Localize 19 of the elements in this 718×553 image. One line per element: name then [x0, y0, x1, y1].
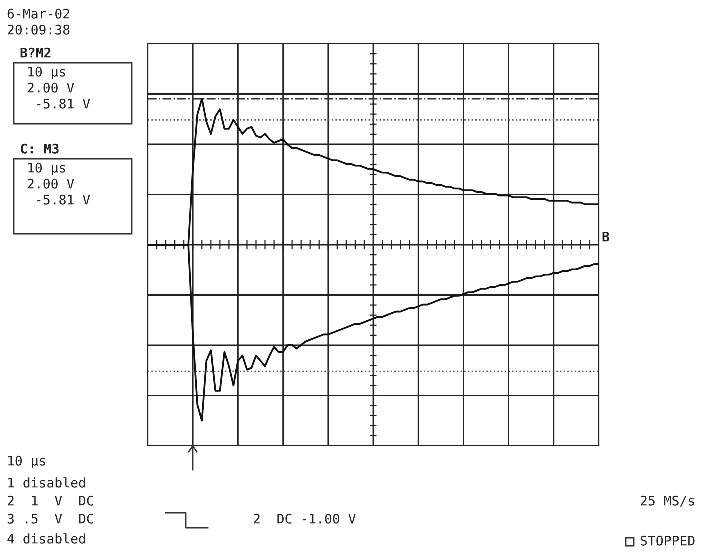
- text: B: [602, 232, 610, 242]
- text: 25 MS/s: [640, 496, 694, 507]
- text: 2 1 V DC: [8, 496, 94, 506]
- text: 1 disabled: [8, 478, 86, 488]
- text: C: M3: [20, 144, 59, 154]
- text: 3 .5 V DC: [8, 514, 94, 524]
- text: 10 μs: [28, 66, 66, 80]
- text: 4 disabled: [8, 534, 86, 544]
- text: 6-Mar-02: [8, 8, 70, 19]
- text: 2.00 V: [28, 178, 74, 189]
- text: 2 DC -1.00 V: [254, 514, 356, 524]
- text: B?M2: [20, 48, 51, 58]
- text: STOPPED: [640, 536, 695, 546]
- text: 10 μs: [8, 456, 46, 468]
- text: 2.00 V: [28, 82, 74, 93]
- text: -5.81 V: [37, 194, 90, 205]
- text: -5.81 V: [37, 98, 90, 109]
- text: 10 μs: [28, 162, 66, 176]
- text: 20:09:38: [8, 24, 70, 35]
